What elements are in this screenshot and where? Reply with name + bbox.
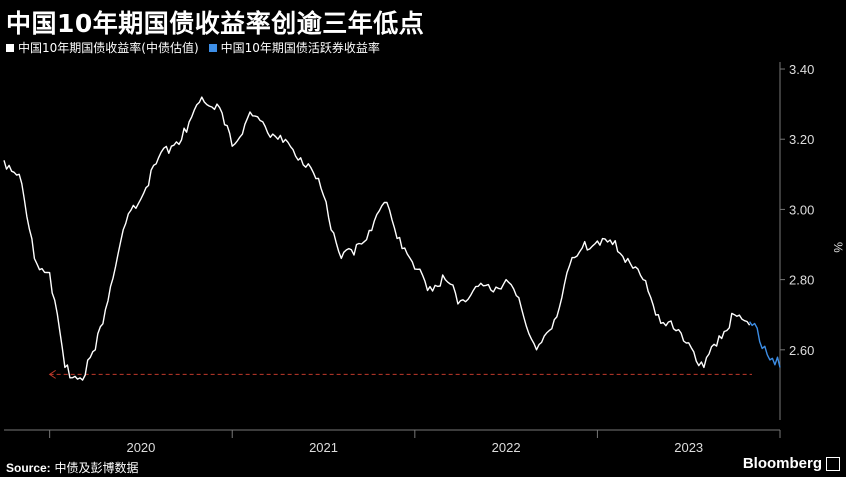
y-axis-label: % [831,242,845,253]
x-tick-label: 2022 [492,440,521,455]
y-tick-label: 3.00 [789,202,814,217]
legend-label: 中国10年期国债活跃券收益率 [220,41,380,55]
legend-item-active-bond: 中国10年期国债活跃券收益率 [208,39,380,56]
brand: Bloomberg [743,455,840,472]
series-line-active-bond [749,321,781,368]
brand-logo-icon [826,456,840,471]
source-label: Source: [6,461,51,475]
source-note: Source: 中债及彭博数据 [6,459,139,476]
y-tick-label: 2.80 [789,273,814,288]
source-text: 中债及彭博数据 [54,461,139,475]
chart-title: 中国10年期国债收益率创逾三年低点 [6,9,425,38]
legend-label: 中国10年期国债收益率(中债估值) [18,41,199,55]
y-tick-label: 3.40 [789,62,814,77]
legend-swatch-white [6,43,14,52]
legend-swatch-blue [208,43,217,52]
series-line-yield-valuation [3,96,751,381]
legend-item-yield-valuation: 中国10年期国债收益率(中债估值) [6,39,199,56]
x-tick-label: 2020 [126,440,155,455]
x-tick-label: 2023 [674,440,703,455]
reference-arrow-icon [48,369,56,379]
x-tick-label: 2021 [309,440,338,455]
brand-name: Bloomberg [742,455,822,472]
y-tick-label: 2.60 [789,343,814,358]
legend: 中国10年期国债收益率(中债估值) 中国10年期国债活跃券收益率 [6,39,380,56]
y-tick-label: 3.20 [789,132,814,147]
